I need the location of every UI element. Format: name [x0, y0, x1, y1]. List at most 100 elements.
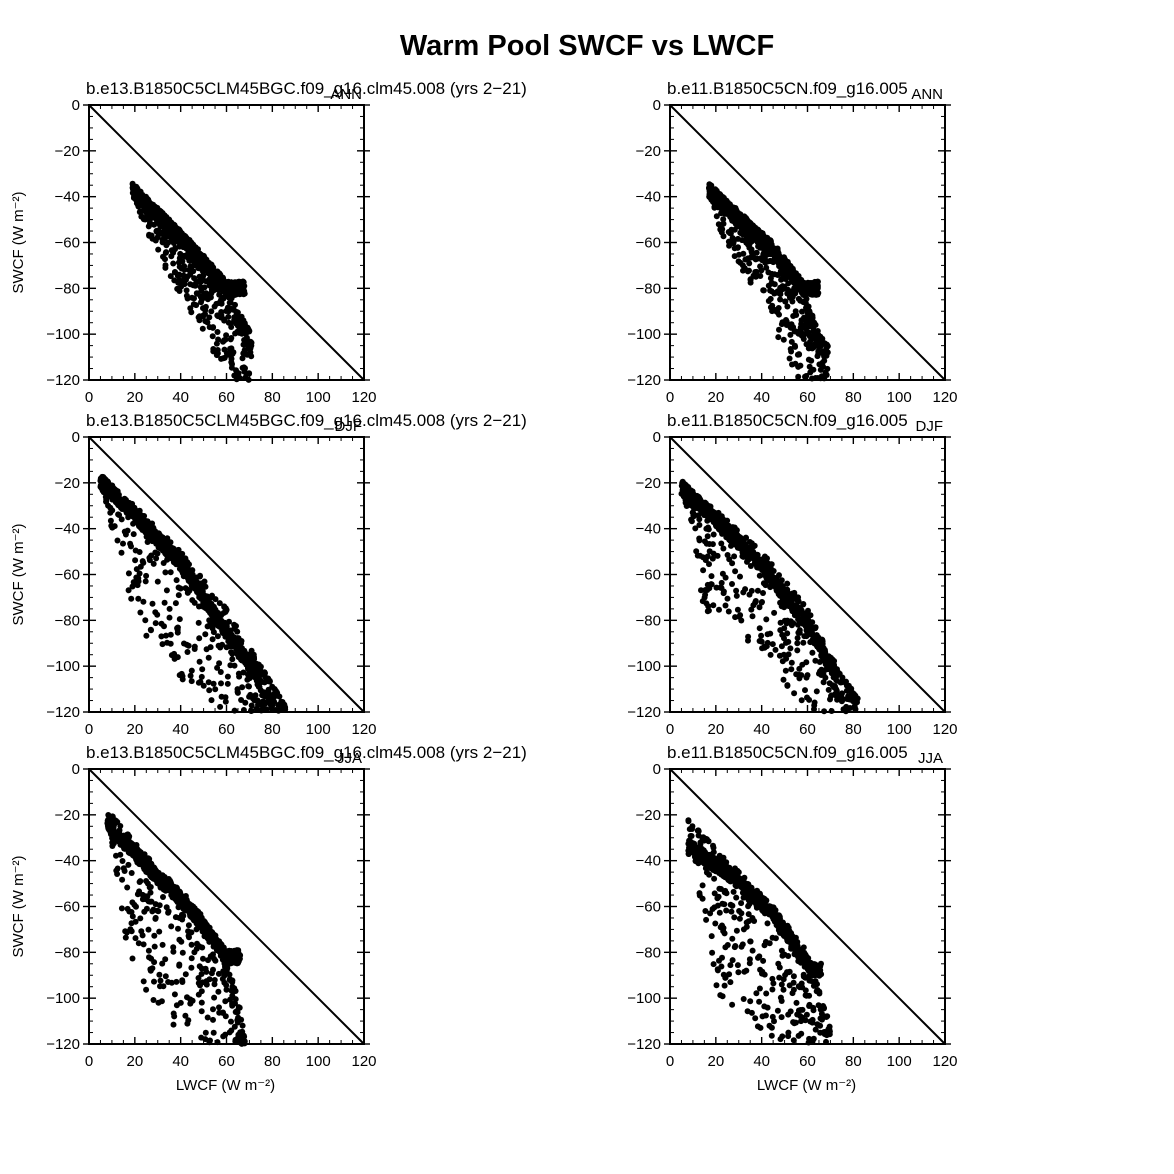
data-point: [215, 336, 222, 343]
data-point: [742, 545, 749, 552]
data-point: [195, 619, 202, 626]
data-point: [155, 544, 162, 551]
data-point: [796, 665, 803, 672]
data-point: [194, 585, 201, 592]
y-tick-label: 0: [72, 429, 80, 446]
data-point: [804, 628, 810, 635]
data-point: [746, 591, 753, 598]
data-point: [767, 561, 774, 568]
panel-5: b.e13.B1850C5CLM45BGC.f09_g16.clm45.008 …: [10, 743, 527, 1094]
data-point: [179, 237, 185, 244]
data-point: [209, 611, 216, 618]
data-point: [170, 260, 177, 267]
data-point: [271, 686, 278, 692]
x-tick-label: 40: [172, 389, 189, 406]
data-point: [167, 273, 174, 280]
data-point: [760, 287, 767, 294]
data-point: [737, 573, 743, 580]
data-point: [148, 232, 155, 239]
data-point: [714, 195, 721, 202]
data-point: [776, 326, 782, 333]
data-point: [740, 250, 747, 257]
data-point: [239, 684, 246, 691]
panel-title: b.e11.B1850C5CN.f09_g16.005: [667, 79, 908, 98]
data-point: [712, 512, 719, 519]
data-point: [795, 604, 802, 611]
data-point: [152, 609, 159, 616]
data-point: [732, 614, 739, 621]
data-point: [795, 373, 802, 380]
y-tick-label: −40: [55, 189, 80, 206]
data-point: [745, 236, 751, 243]
data-point: [683, 503, 690, 509]
data-point: [786, 355, 793, 362]
season-label: ANN: [911, 86, 943, 103]
data-point: [690, 513, 697, 520]
data-point: [769, 302, 776, 309]
data-point: [777, 291, 784, 298]
x-tick-label: 40: [753, 721, 770, 738]
data-point: [173, 231, 180, 238]
data-point: [744, 230, 751, 237]
data-point: [202, 318, 209, 325]
data-point: [178, 278, 185, 285]
data-point: [750, 272, 757, 279]
y-tick-label: 0: [72, 97, 80, 114]
y-tick-label: −120: [46, 372, 80, 389]
data-point: [704, 587, 711, 593]
data-point: [706, 561, 712, 568]
data-point: [210, 324, 217, 331]
data-point: [223, 308, 230, 314]
data-point: [220, 285, 226, 292]
data-point: [815, 350, 822, 357]
data-point: [713, 213, 720, 220]
data-point: [767, 275, 774, 282]
data-point: [171, 277, 178, 284]
season-label: DJF: [335, 418, 363, 435]
data-point: [216, 291, 223, 298]
data-point: [813, 688, 820, 695]
x-tick-label: 60: [799, 721, 816, 738]
data-point: [725, 608, 732, 615]
data-point: [260, 698, 267, 705]
data-point: [717, 225, 724, 232]
data-point: [143, 572, 150, 579]
data-point: [246, 675, 253, 682]
data-point: [131, 514, 138, 520]
data-point: [779, 631, 786, 638]
data-point: [724, 595, 731, 602]
data-point: [799, 290, 806, 297]
data-point: [798, 672, 805, 679]
data-point: [203, 646, 210, 653]
data-point: [130, 531, 137, 538]
x-tick-label: 20: [126, 721, 143, 738]
data-point: [757, 273, 764, 279]
data-point: [199, 666, 206, 673]
data-point: [240, 654, 247, 661]
y-tick-label: −20: [55, 475, 80, 492]
panel-1: b.e13.B1850C5CLM45BGC.f09_g16.clm45.008 …: [10, 79, 527, 406]
data-point: [824, 654, 831, 661]
data-point: [225, 638, 232, 645]
data-point: [107, 504, 114, 511]
data-point: [811, 319, 818, 326]
data-point: [254, 697, 261, 704]
panel-title: b.e11.B1850C5CN.f09_g16.005: [667, 411, 908, 430]
data-point: [135, 595, 142, 602]
data-point: [103, 480, 110, 487]
data-point: [777, 296, 784, 303]
data-point: [793, 609, 800, 616]
data-points: [97, 473, 289, 714]
data-point: [238, 697, 245, 703]
data-point: [139, 199, 146, 206]
data-point: [212, 686, 219, 693]
data-point: [787, 645, 794, 652]
data-point: [225, 319, 232, 326]
data-point: [701, 594, 708, 601]
data-point: [756, 604, 763, 611]
data-point: [788, 622, 795, 629]
data-point: [216, 600, 223, 607]
data-point: [214, 664, 221, 671]
x-tick-label: 60: [799, 389, 816, 406]
data-point: [172, 244, 179, 251]
